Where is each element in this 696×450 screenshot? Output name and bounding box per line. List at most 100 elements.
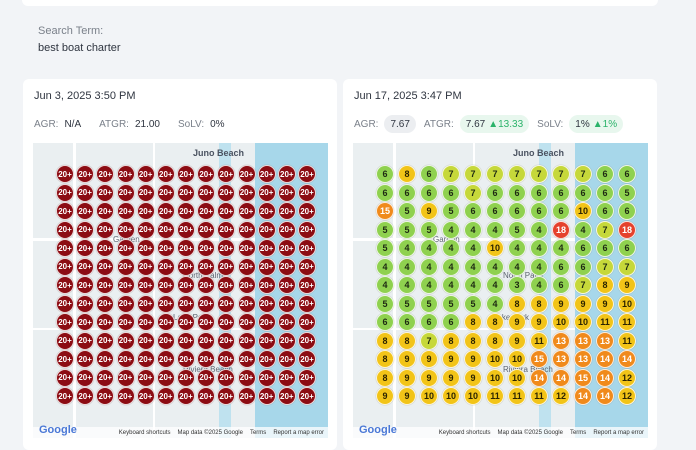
rank-pin[interactable]: 7 xyxy=(530,165,548,183)
rank-pin[interactable]: 5 xyxy=(618,183,636,202)
rank-pin[interactable]: 6 xyxy=(508,183,526,202)
rank-pin[interactable]: 20+ xyxy=(96,387,115,405)
rank-pin[interactable]: 9 xyxy=(596,294,614,313)
rank-pin[interactable]: 20+ xyxy=(257,183,276,202)
rank-pin[interactable]: 20+ xyxy=(177,239,195,257)
rank-pin[interactable]: 4 xyxy=(574,220,592,239)
rank-pin[interactable]: 20+ xyxy=(76,183,95,202)
rank-pin[interactable]: 20+ xyxy=(96,183,115,202)
rank-pin[interactable]: 20+ xyxy=(136,257,155,276)
rank-pin[interactable]: 20+ xyxy=(298,239,316,257)
rank-pin[interactable]: 20+ xyxy=(156,202,175,220)
rank-pin[interactable]: 6 xyxy=(420,165,438,183)
rank-pin[interactable]: 20+ xyxy=(277,239,296,257)
rank-pin[interactable]: 6 xyxy=(596,165,614,183)
rank-pin[interactable]: 20+ xyxy=(76,313,95,331)
rank-pin[interactable]: 18 xyxy=(618,220,636,239)
rank-pin[interactable]: 20+ xyxy=(217,239,236,257)
rank-pin[interactable]: 20+ xyxy=(56,368,74,387)
rank-pin[interactable]: 20+ xyxy=(277,183,296,202)
rank-pin[interactable]: 3 xyxy=(508,276,526,294)
rank-pin[interactable]: 20+ xyxy=(96,350,115,368)
rank-pin[interactable]: 20+ xyxy=(298,368,316,387)
rank-pin[interactable]: 9 xyxy=(420,350,438,368)
rank-pin[interactable]: 20+ xyxy=(96,239,115,257)
rank-pin[interactable]: 5 xyxy=(398,202,416,220)
rank-pin[interactable]: 20+ xyxy=(197,220,216,239)
rank-pin[interactable]: 4 xyxy=(530,257,548,276)
rank-pin[interactable]: 10 xyxy=(464,387,482,405)
rank-pin[interactable]: 20+ xyxy=(277,220,296,239)
rank-pin[interactable]: 20+ xyxy=(56,239,74,257)
rank-pin[interactable]: 20+ xyxy=(116,294,135,313)
rank-pin[interactable]: 6 xyxy=(552,276,570,294)
rank-pin[interactable]: 14 xyxy=(552,368,570,387)
rank-pin[interactable]: 4 xyxy=(552,239,570,257)
rank-pin[interactable]: 12 xyxy=(552,387,570,405)
rank-pin[interactable]: 10 xyxy=(552,313,570,331)
rank-pin[interactable]: 11 xyxy=(530,387,548,405)
rank-pin[interactable]: 4 xyxy=(530,276,548,294)
rank-pin[interactable]: 20+ xyxy=(257,202,276,220)
rank-pin[interactable]: 9 xyxy=(398,387,416,405)
rank-pin[interactable]: 4 xyxy=(464,257,482,276)
rank-pin[interactable]: 20+ xyxy=(56,276,74,294)
rank-pin[interactable]: 11 xyxy=(486,387,504,405)
rank-pin[interactable]: 7 xyxy=(442,165,460,183)
rank-pin[interactable]: 20+ xyxy=(116,220,135,239)
rank-pin[interactable]: 9 xyxy=(508,331,526,350)
rank-pin[interactable]: 20+ xyxy=(56,294,74,313)
rank-pin[interactable]: 6 xyxy=(596,202,614,220)
rank-pin[interactable]: 20+ xyxy=(177,165,195,183)
rank-pin[interactable]: 20+ xyxy=(177,220,195,239)
rank-pin[interactable]: 13 xyxy=(552,331,570,350)
rank-pin[interactable]: 20+ xyxy=(56,387,74,405)
rank-pin[interactable]: 6 xyxy=(442,313,460,331)
rank-pin[interactable]: 4 xyxy=(464,220,482,239)
rank-pin[interactable]: 13 xyxy=(552,350,570,368)
rank-pin[interactable]: 4 xyxy=(442,276,460,294)
rank-pin[interactable]: 20+ xyxy=(96,331,115,350)
rank-pin[interactable]: 20+ xyxy=(217,350,236,368)
rank-pin[interactable]: 5 xyxy=(508,220,526,239)
rank-pin[interactable]: 4 xyxy=(508,239,526,257)
rank-pin[interactable]: 20+ xyxy=(116,276,135,294)
rank-pin[interactable]: 20+ xyxy=(237,331,256,350)
rank-pin[interactable]: 20+ xyxy=(277,331,296,350)
rank-pin[interactable]: 9 xyxy=(376,387,394,405)
rank-pin[interactable]: 15 xyxy=(530,350,548,368)
keyboard-shortcuts-link[interactable]: Keyboard shortcuts xyxy=(438,429,491,436)
rank-pin[interactable]: 20+ xyxy=(197,331,216,350)
rank-pin[interactable]: 6 xyxy=(442,183,460,202)
rank-pin[interactable]: 20+ xyxy=(197,387,216,405)
rank-pin[interactable]: 5 xyxy=(442,294,460,313)
rank-pin[interactable]: 20+ xyxy=(217,220,236,239)
rank-pin[interactable]: 11 xyxy=(618,313,636,331)
rank-pin[interactable]: 13 xyxy=(574,350,592,368)
rank-pin[interactable]: 20+ xyxy=(257,368,276,387)
rank-pin[interactable]: 6 xyxy=(618,202,636,220)
rank-pin[interactable]: 11 xyxy=(530,331,548,350)
rank-pin[interactable]: 20+ xyxy=(136,202,155,220)
rank-pin[interactable]: 20+ xyxy=(76,239,95,257)
rank-pin[interactable]: 6 xyxy=(398,183,416,202)
rank-pin[interactable]: 13 xyxy=(596,331,614,350)
rank-pin[interactable]: 20+ xyxy=(217,276,236,294)
rank-pin[interactable]: 20+ xyxy=(96,220,115,239)
rank-pin[interactable]: 20+ xyxy=(136,276,155,294)
rank-pin[interactable]: 9 xyxy=(398,368,416,387)
rank-pin[interactable]: 5 xyxy=(420,294,438,313)
terms-link[interactable]: Terms xyxy=(569,429,587,436)
rank-pin[interactable]: 20+ xyxy=(177,183,195,202)
rank-pin[interactable]: 10 xyxy=(508,368,526,387)
rank-pin[interactable]: 20+ xyxy=(156,313,175,331)
rank-pin[interactable]: 20+ xyxy=(277,368,296,387)
rank-pin[interactable]: 15 xyxy=(376,202,394,220)
rank-pin[interactable]: 5 xyxy=(376,220,394,239)
rank-pin[interactable]: 20+ xyxy=(298,220,316,239)
rank-pin[interactable]: 6 xyxy=(376,183,394,202)
rank-pin[interactable]: 20+ xyxy=(116,165,135,183)
rank-pin[interactable]: 4 xyxy=(486,294,504,313)
rank-pin[interactable]: 4 xyxy=(420,257,438,276)
rank-pin[interactable]: 20+ xyxy=(257,165,276,183)
